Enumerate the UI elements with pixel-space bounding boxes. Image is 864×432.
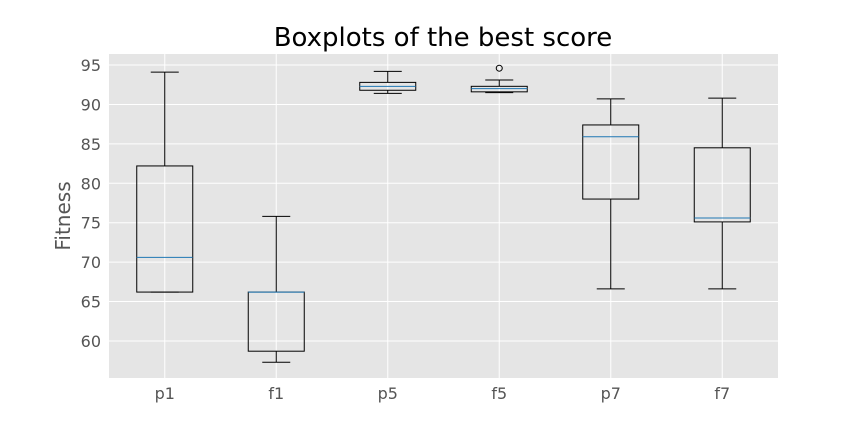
tick-labels: 60 65 70 75 80 85 90 95 p1 f1 p5 f5 p7 f7 [81, 56, 731, 403]
y-tick-label: 75 [81, 214, 101, 233]
x-tick-label: f1 [268, 384, 284, 403]
box-p1 [136, 71, 194, 293]
box-f7 [693, 97, 751, 290]
y-axis-label: Fitness [51, 181, 75, 250]
y-tick-label: 80 [81, 174, 101, 193]
x-tick-label: f5 [491, 384, 507, 403]
iqr-box [693, 147, 751, 223]
y-tick-label: 95 [81, 56, 101, 75]
y-tick-label: 65 [81, 293, 101, 312]
iqr-box [582, 124, 640, 200]
boxes [136, 64, 751, 363]
plot-area [109, 54, 778, 378]
box-f5 [470, 64, 528, 94]
outlier-point [495, 64, 503, 72]
iqr-box [136, 165, 194, 293]
chart-title: Boxplots of the best score [274, 23, 613, 53]
y-tick-label: 85 [81, 135, 101, 154]
x-tick-label: p7 [601, 384, 621, 403]
box-f1 [247, 215, 305, 363]
x-tick-label: p1 [155, 384, 175, 403]
y-tick-label: 90 [81, 95, 101, 114]
x-tick-label: p5 [378, 384, 398, 403]
x-tick-label: f7 [714, 384, 730, 403]
y-tick-label: 60 [81, 332, 101, 351]
box-p5 [359, 70, 417, 94]
box-p7 [582, 98, 640, 290]
y-tick-label: 70 [81, 253, 101, 272]
